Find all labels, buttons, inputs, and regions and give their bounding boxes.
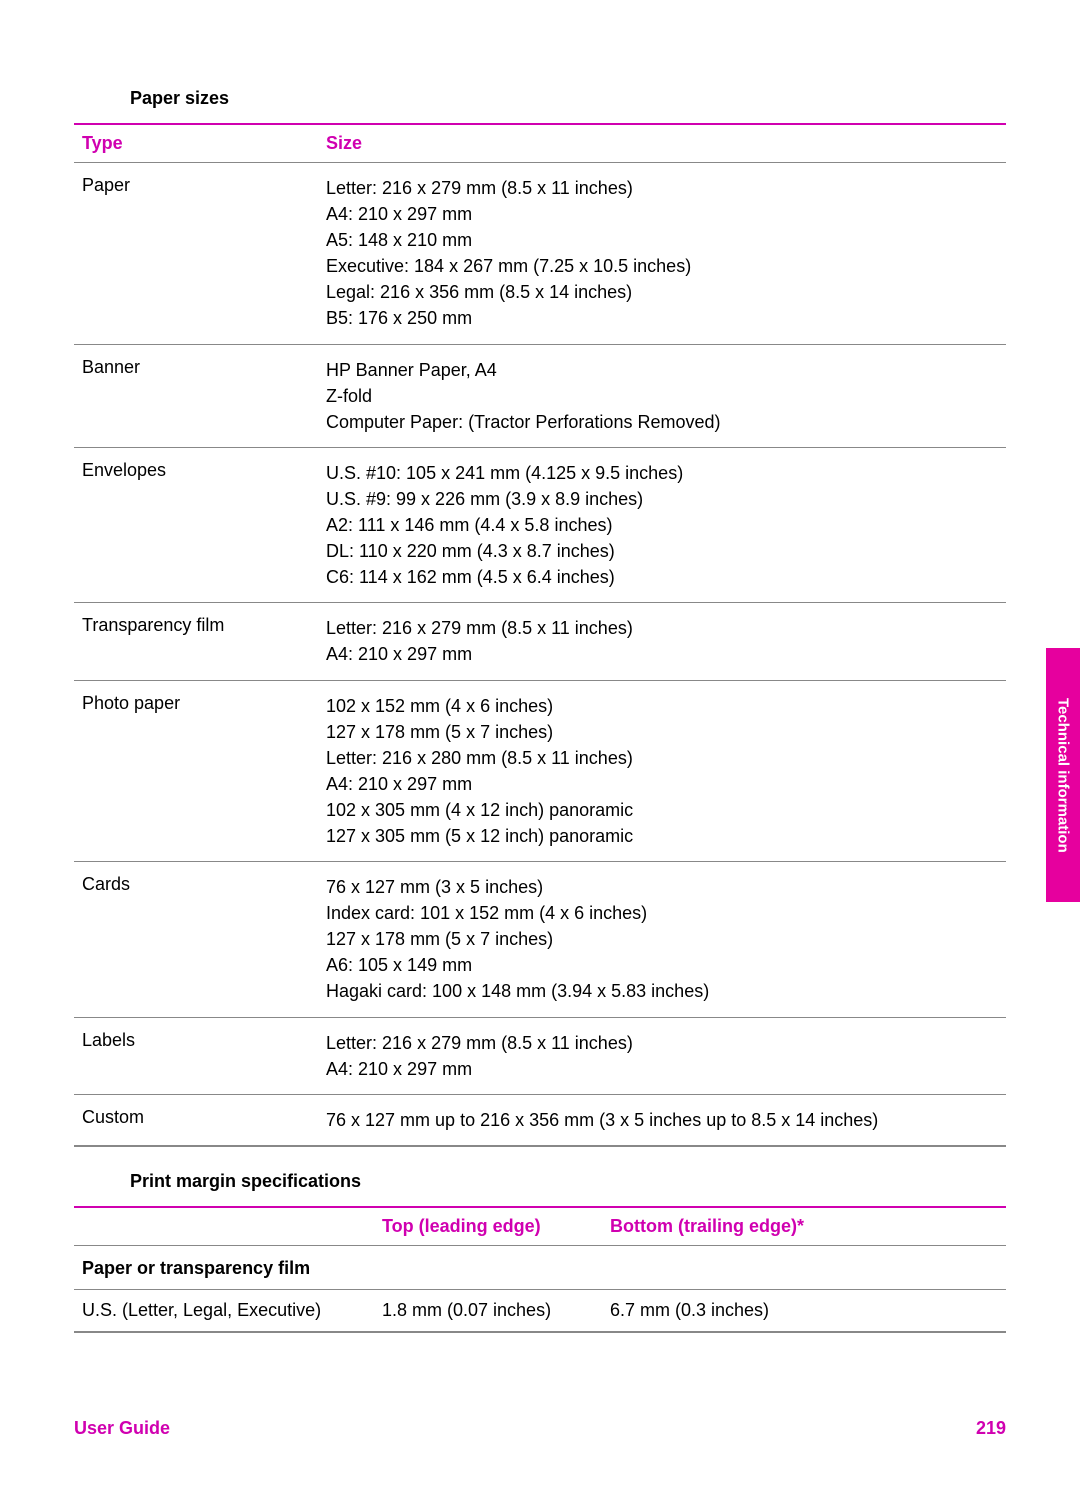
size-line: A6: 105 x 149 mm — [326, 952, 998, 978]
size-line: Letter: 216 x 279 mm (8.5 x 11 inches) — [326, 615, 998, 641]
size-line: 76 x 127 mm (3 x 5 inches) — [326, 874, 998, 900]
side-tab-technical-info: Technical information — [1046, 648, 1080, 902]
column-header-bottom: Bottom (trailing edge)* — [602, 1207, 1006, 1246]
margin-row-label: U.S. (Letter, Legal, Executive) — [74, 1289, 374, 1332]
table-row: Transparency filmLetter: 216 x 279 mm (8… — [74, 603, 1006, 680]
cell-type: Custom — [74, 1094, 318, 1146]
size-line: A2: 111 x 146 mm (4.4 x 5.8 inches) — [326, 512, 998, 538]
margin-row-top: 1.8 mm (0.07 inches) — [374, 1289, 602, 1332]
cell-type: Transparency film — [74, 603, 318, 680]
size-line: B5: 176 x 250 mm — [326, 305, 998, 331]
cell-size: Letter: 216 x 279 mm (8.5 x 11 inches)A4… — [318, 1017, 1006, 1094]
margin-row-bottom: 6.7 mm (0.3 inches) — [602, 1289, 1006, 1332]
table-row: Photo paper102 x 152 mm (4 x 6 inches)12… — [74, 680, 1006, 862]
size-line: C6: 114 x 162 mm (4.5 x 6.4 inches) — [326, 564, 998, 590]
size-line: 127 x 305 mm (5 x 12 inch) panoramic — [326, 823, 998, 849]
size-line: A5: 148 x 210 mm — [326, 227, 998, 253]
size-line: A4: 210 x 297 mm — [326, 641, 998, 667]
margin-subheader-label: Paper or transparency film — [74, 1245, 1006, 1289]
size-line: Executive: 184 x 267 mm (7.25 x 10.5 inc… — [326, 253, 998, 279]
cell-type: Banner — [74, 344, 318, 447]
size-line: Index card: 101 x 152 mm (4 x 6 inches) — [326, 900, 998, 926]
section-title-paper-sizes: Paper sizes — [130, 88, 1006, 109]
size-line: Legal: 216 x 356 mm (8.5 x 14 inches) — [326, 279, 998, 305]
size-line: Letter: 216 x 279 mm (8.5 x 11 inches) — [326, 175, 998, 201]
cell-size: 76 x 127 mm (3 x 5 inches)Index card: 10… — [318, 862, 1006, 1017]
cell-size: 76 x 127 mm up to 216 x 356 mm (3 x 5 in… — [318, 1094, 1006, 1146]
size-line: A4: 210 x 297 mm — [326, 201, 998, 227]
print-margin-table: Top (leading edge) Bottom (trailing edge… — [74, 1206, 1006, 1333]
table-row: Cards76 x 127 mm (3 x 5 inches)Index car… — [74, 862, 1006, 1017]
column-header-top: Top (leading edge) — [374, 1207, 602, 1246]
size-line: Hagaki card: 100 x 148 mm (3.94 x 5.83 i… — [326, 978, 998, 1004]
page-footer: User Guide 219 — [74, 1418, 1006, 1439]
table-header-row: Top (leading edge) Bottom (trailing edge… — [74, 1207, 1006, 1246]
column-header-type: Type — [74, 124, 318, 163]
table-row: BannerHP Banner Paper, A4Z-foldComputer … — [74, 344, 1006, 447]
cell-type: Paper — [74, 163, 318, 345]
section-title-print-margin: Print margin specifications — [130, 1171, 1006, 1192]
cell-type: Labels — [74, 1017, 318, 1094]
cell-size: HP Banner Paper, A4Z-foldComputer Paper:… — [318, 344, 1006, 447]
size-line: Z-fold — [326, 383, 998, 409]
column-header-size: Size — [318, 124, 1006, 163]
footer-right: 219 — [976, 1418, 1006, 1439]
cell-size: Letter: 216 x 279 mm (8.5 x 11 inches)A4… — [318, 603, 1006, 680]
size-line: 102 x 152 mm (4 x 6 inches) — [326, 693, 998, 719]
size-line: HP Banner Paper, A4 — [326, 357, 998, 383]
table-header-row: Type Size — [74, 124, 1006, 163]
margin-data-row: U.S. (Letter, Legal, Executive) 1.8 mm (… — [74, 1289, 1006, 1332]
size-line: U.S. #10: 105 x 241 mm (4.125 x 9.5 inch… — [326, 460, 998, 486]
cell-type: Photo paper — [74, 680, 318, 862]
size-line: Letter: 216 x 280 mm (8.5 x 11 inches) — [326, 745, 998, 771]
margin-subheader-row: Paper or transparency film — [74, 1245, 1006, 1289]
cell-type: Cards — [74, 862, 318, 1017]
table-row: Envelopes U.S. #10: 105 x 241 mm (4.125 x… — [74, 447, 1006, 602]
cell-size: U.S. #10: 105 x 241 mm (4.125 x 9.5 inch… — [318, 447, 1006, 602]
table-row: LabelsLetter: 216 x 279 mm (8.5 x 11 inc… — [74, 1017, 1006, 1094]
size-line: 102 x 305 mm (4 x 12 inch) panoramic — [326, 797, 998, 823]
cell-size: 102 x 152 mm (4 x 6 inches)127 x 178 mm … — [318, 680, 1006, 862]
paper-sizes-table: Type Size PaperLetter: 216 x 279 mm (8.5… — [74, 123, 1006, 1147]
size-line: DL: 110 x 220 mm (4.3 x 8.7 inches) — [326, 538, 998, 564]
size-line: A4: 210 x 297 mm — [326, 1056, 998, 1082]
table-row: PaperLetter: 216 x 279 mm (8.5 x 11 inch… — [74, 163, 1006, 345]
size-line: 127 x 178 mm (5 x 7 inches) — [326, 926, 998, 952]
size-line: A4: 210 x 297 mm — [326, 771, 998, 797]
footer-left: User Guide — [74, 1418, 170, 1439]
size-line: 76 x 127 mm up to 216 x 356 mm (3 x 5 in… — [326, 1107, 998, 1133]
cell-type: Envelopes — [74, 447, 318, 602]
size-line: Letter: 216 x 279 mm (8.5 x 11 inches) — [326, 1030, 998, 1056]
size-line: Computer Paper: (Tractor Perforations Re… — [326, 409, 998, 435]
size-line: 127 x 178 mm (5 x 7 inches) — [326, 719, 998, 745]
table-row: Custom 76 x 127 mm up to 216 x 356 mm (3 … — [74, 1094, 1006, 1146]
cell-size: Letter: 216 x 279 mm (8.5 x 11 inches)A4… — [318, 163, 1006, 345]
size-line: U.S. #9: 99 x 226 mm (3.9 x 8.9 inches) — [326, 486, 998, 512]
column-header-blank — [74, 1207, 374, 1246]
